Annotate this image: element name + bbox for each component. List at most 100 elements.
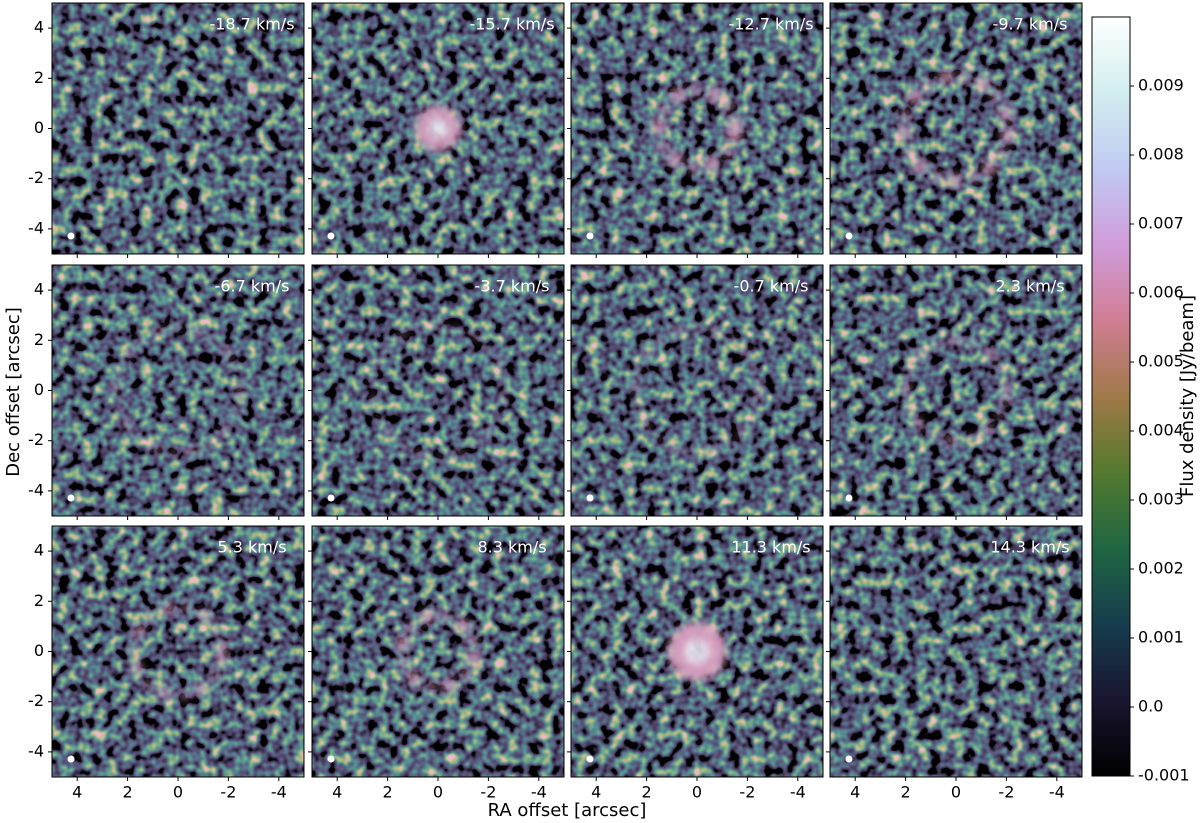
x-tick-label: -4 xyxy=(531,783,547,802)
y-tick-label: 0 xyxy=(34,641,44,660)
beam xyxy=(845,494,853,502)
panel-image xyxy=(830,526,1082,777)
emission-core xyxy=(684,638,710,665)
x-tick-label: 2 xyxy=(123,783,133,802)
panel-image xyxy=(830,265,1082,516)
beam xyxy=(327,232,335,240)
colorbar-tick-label: 0.001 xyxy=(1138,628,1184,647)
y-tick-label: -2 xyxy=(28,430,44,449)
y-tick-label: 4 xyxy=(34,280,44,299)
colorbar-tick-label: 0.009 xyxy=(1138,76,1184,95)
colorbar-tick-label: 0.004 xyxy=(1138,421,1184,440)
emission xyxy=(396,609,480,694)
colorbar-tick-label: 0.0 xyxy=(1138,697,1163,716)
panel-label: -0.7 km/s xyxy=(734,277,809,296)
colorbar-tick-label: -0.001 xyxy=(1138,766,1190,785)
panel-image xyxy=(52,526,304,777)
emission xyxy=(668,622,726,681)
x-tick-label: -4 xyxy=(790,783,806,802)
x-tick-label: 2 xyxy=(383,783,393,802)
y-tick-label: 2 xyxy=(34,591,44,610)
emission xyxy=(632,325,762,456)
beam xyxy=(327,494,335,502)
x-tick-label: -2 xyxy=(998,783,1014,802)
colorbar-tick-label: 0.007 xyxy=(1138,214,1184,233)
panel xyxy=(830,3,1082,254)
emission xyxy=(369,322,507,459)
beam xyxy=(586,755,594,763)
panel xyxy=(52,3,304,254)
x-tick-label: 4 xyxy=(72,783,82,802)
x-tick-label: 2 xyxy=(901,783,911,802)
panel-image xyxy=(312,526,564,777)
panel-image xyxy=(312,265,564,516)
panel-image xyxy=(571,265,823,516)
x-tick-label: 2 xyxy=(642,783,652,802)
panel-image xyxy=(52,265,304,516)
beam xyxy=(67,494,75,502)
panel xyxy=(830,265,1082,516)
x-tick-label: 0 xyxy=(173,783,183,802)
y-tick-label: 4 xyxy=(34,18,44,37)
y-tick-label: 4 xyxy=(34,541,44,560)
panel xyxy=(312,265,564,516)
y-tick-label: -4 xyxy=(28,218,44,237)
y-tick-label: 0 xyxy=(34,380,44,399)
x-tick-label: 4 xyxy=(591,783,601,802)
x-tick-label: -2 xyxy=(220,783,236,802)
panel-label: -18.7 km/s xyxy=(209,15,294,34)
colorbar-tick-label: 0.002 xyxy=(1138,559,1184,578)
colorbar-tick-label: 0.005 xyxy=(1138,352,1184,371)
colorbar-label: Flux density [Jy/beam] xyxy=(1177,295,1198,497)
x-tick-label: 0 xyxy=(951,783,961,802)
y-tick-label: 2 xyxy=(34,68,44,87)
y-tick-label: 2 xyxy=(34,330,44,349)
emission xyxy=(902,336,1010,445)
emission xyxy=(897,70,1015,187)
y-tick-label: -4 xyxy=(28,741,44,760)
beam xyxy=(327,755,335,763)
x-tick-label: 0 xyxy=(433,783,443,802)
colorbar-tick-label: 0.008 xyxy=(1138,145,1184,164)
colorbar xyxy=(1091,16,1131,777)
panel-label: -12.7 km/s xyxy=(728,15,813,34)
beam xyxy=(67,755,75,763)
panel-label: 8.3 km/s xyxy=(477,538,546,557)
panel-image xyxy=(571,3,823,254)
emission xyxy=(415,105,461,152)
x-tick-label: -4 xyxy=(1049,783,1065,802)
panel xyxy=(312,526,564,777)
y-tick-label: 0 xyxy=(34,118,44,137)
beam xyxy=(845,232,853,240)
panel xyxy=(571,265,823,516)
y-tick-label: -2 xyxy=(28,168,44,187)
y-tick-label: -4 xyxy=(28,480,44,499)
y-axis-label: Dec offset [arcsec] xyxy=(3,307,24,477)
colorbar-tick-label: 0.003 xyxy=(1138,490,1184,509)
panel-label: -9.7 km/s xyxy=(993,15,1068,34)
colorbar-tick-label: 0.006 xyxy=(1138,283,1184,302)
beam xyxy=(586,494,594,502)
panel-label: -3.7 km/s xyxy=(475,277,550,296)
panel xyxy=(312,3,564,254)
panel-label: 11.3 km/s xyxy=(731,538,810,557)
panel-image xyxy=(52,3,304,254)
emission-core xyxy=(428,118,448,139)
x-tick-label: -2 xyxy=(739,783,755,802)
panel xyxy=(571,526,823,777)
emission xyxy=(129,602,227,701)
beam xyxy=(586,232,594,240)
x-tick-label: 4 xyxy=(850,783,860,802)
x-tick-label: -2 xyxy=(480,783,496,802)
panel-image xyxy=(830,3,1082,254)
beam xyxy=(845,755,853,763)
beam xyxy=(67,232,75,240)
emission xyxy=(652,83,742,174)
x-axis-label: RA offset [arcsec] xyxy=(488,800,647,821)
panel-label: 2.3 km/s xyxy=(995,277,1064,296)
x-tick-label: -4 xyxy=(271,783,287,802)
x-tick-label: 4 xyxy=(332,783,342,802)
panel-label: -15.7 km/s xyxy=(469,15,554,34)
y-tick-label: -2 xyxy=(28,691,44,710)
